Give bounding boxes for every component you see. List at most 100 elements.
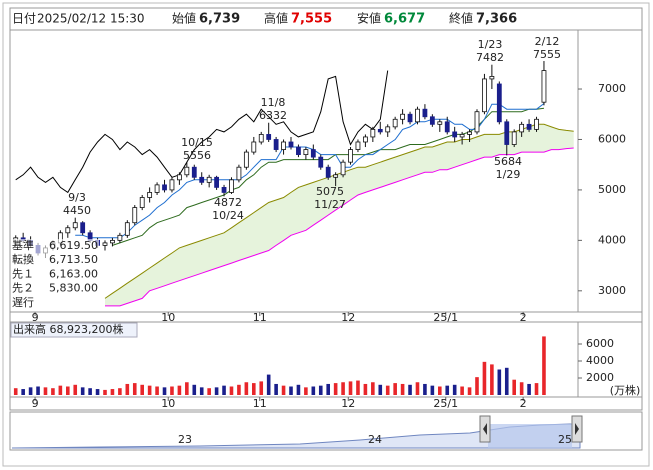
legend-value: 6,163.00 [49,267,98,280]
candle-body [519,123,525,133]
volume-bar [534,383,539,395]
annotation: 1/29 [496,168,521,181]
candle-body [243,151,249,168]
candle-body [199,176,205,183]
indicator-line [105,147,574,307]
candle-body [184,166,190,176]
y-tick-label: 6000 [598,132,626,145]
volume-bar [237,384,241,395]
volume-bar [244,382,249,395]
volume-bar [155,386,159,395]
volume-bar [207,388,211,395]
annotation: 5075 [316,185,344,198]
volume-bar [542,336,546,395]
candle-body [296,146,301,156]
volume-bar [519,382,524,395]
volume-bar [140,384,144,395]
volume-bar [162,387,167,395]
candle-body [348,149,353,163]
y-tick-label: 7000 [598,82,626,95]
candle-body [176,174,182,181]
volume-bar [199,387,204,395]
volume-bar [311,386,316,395]
x-axis-strip [9,311,643,323]
volume-bar [452,384,457,395]
candle-body [162,184,167,191]
candle-body [415,108,420,123]
navigator-label: 24 [368,433,382,446]
annotation: 4450 [63,204,91,217]
volume-bar [222,385,226,395]
candle-body [370,128,376,138]
candle-body [288,141,294,148]
legend-bg [11,239,99,311]
volume-bar [475,377,479,395]
candle-body [147,192,153,198]
annotation: 10/24 [212,209,244,222]
volume-bar [423,383,427,395]
x-tick-label: 2 [520,311,527,324]
x-tick-label: 9 [32,311,39,324]
candle-body [318,156,324,168]
candle-body [154,184,160,193]
candle-body [504,121,510,145]
candle-body [526,123,532,130]
volume-bar [371,382,375,395]
y-tick-label: 5000 [598,183,626,196]
header-datetime: 2025/02/12 15:30 [37,12,145,26]
navigator-window[interactable] [488,424,572,448]
volume-bar [13,388,18,395]
y-tick-label: 4000 [598,233,626,246]
candle-body [132,207,138,224]
navigator-label: 23 [178,433,192,446]
volume-bar [125,383,130,395]
volume-bar [378,384,383,395]
candle-body [377,128,383,133]
volume-bar [348,381,353,395]
volume-bar [326,383,330,395]
x-tick-label: 25/1 [433,311,458,324]
legend-name: 転換 [12,253,34,266]
candle-body [191,166,197,178]
annotation: 5684 [494,155,522,168]
candle-body [325,166,331,178]
volume-unit: (万株) [610,383,641,397]
legend-name: 遅行 [12,296,34,309]
volume-bar [73,384,78,395]
volume-bar [527,383,531,395]
indicator-line [104,123,574,299]
volume-bar [132,383,137,395]
y-tick-label: 3000 [598,284,626,297]
candle-body [362,136,368,143]
candle-body [251,141,257,153]
x-axis-strip [9,396,643,411]
volume-bar [28,387,33,395]
annotation: 7555 [533,48,561,61]
candle-body [429,116,435,125]
volume-bar [497,369,502,395]
candle-body [355,141,361,150]
candle-body [229,179,234,193]
candle-body [214,176,220,188]
volume-bar [512,379,516,395]
candle-body [482,78,487,113]
annotation: 4872 [214,196,242,209]
candle-body [281,141,286,150]
x-tick-label: 10 [161,397,175,410]
volume-bar [80,387,85,395]
candle-body [489,76,495,80]
volume-bar [296,384,301,395]
header-field-value: 7,555 [291,12,332,27]
volume-bar [266,374,271,395]
annotation: 6332 [259,109,287,122]
candle-body [266,134,272,140]
x-tick-label: 11 [253,397,267,410]
volume-bar [445,385,450,395]
x-tick-label: 2 [520,397,527,410]
volume-bar [385,385,390,395]
candle-body [392,118,398,128]
candle-body [444,121,450,133]
volume-bar [356,380,360,395]
volume-bar [467,387,472,395]
